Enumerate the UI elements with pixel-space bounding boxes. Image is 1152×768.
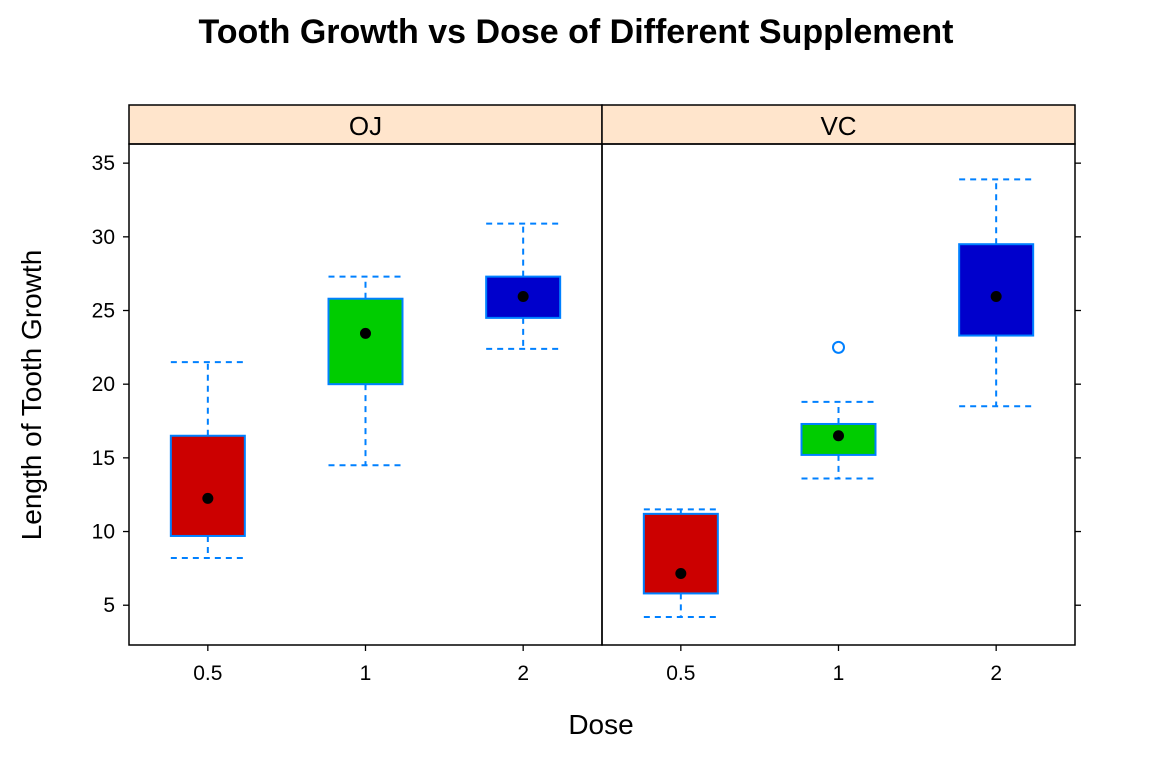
y-tick-label: 15: [92, 447, 115, 470]
x-tick-label: 0.5: [193, 662, 222, 685]
chart-title: Tooth Growth vs Dose of Different Supple…: [199, 13, 954, 51]
y-tick-label: 10: [92, 521, 115, 544]
outlier-point: [832, 340, 845, 354]
box-vc-0.5: [642, 512, 719, 595]
median-marker: [833, 430, 844, 442]
x-tick-label: 2: [517, 662, 529, 685]
x-tick-label: 2: [990, 662, 1002, 685]
x-tick-label: 0.5: [666, 662, 695, 685]
median-marker: [360, 327, 371, 339]
strip-vc: [601, 104, 1076, 145]
median-marker: [990, 291, 1002, 303]
y-tick-label: 35: [92, 152, 115, 175]
y-axis-title: Length of Tooth Growth: [16, 250, 47, 541]
strip-oj: [128, 104, 603, 145]
y-tick-label: 25: [92, 300, 115, 323]
x-tick-label: 1: [833, 662, 845, 685]
x-axis-title: Dose: [568, 709, 633, 740]
panel-frame-oj: [128, 143, 603, 646]
median-marker: [675, 568, 687, 580]
y-tick-label: 20: [92, 373, 115, 396]
strip-label-vc: VC: [820, 111, 856, 141]
median-marker: [202, 492, 214, 504]
x-tick-label: 1: [360, 662, 372, 685]
box-vc-2: [958, 243, 1035, 337]
median-marker: [517, 291, 529, 303]
strip-label-oj: OJ: [349, 111, 382, 141]
y-tick-label: 5: [103, 594, 115, 617]
box-oj-0.5: [169, 434, 246, 537]
box-oj-1: [327, 297, 404, 386]
y-tick-label: 30: [92, 226, 115, 249]
